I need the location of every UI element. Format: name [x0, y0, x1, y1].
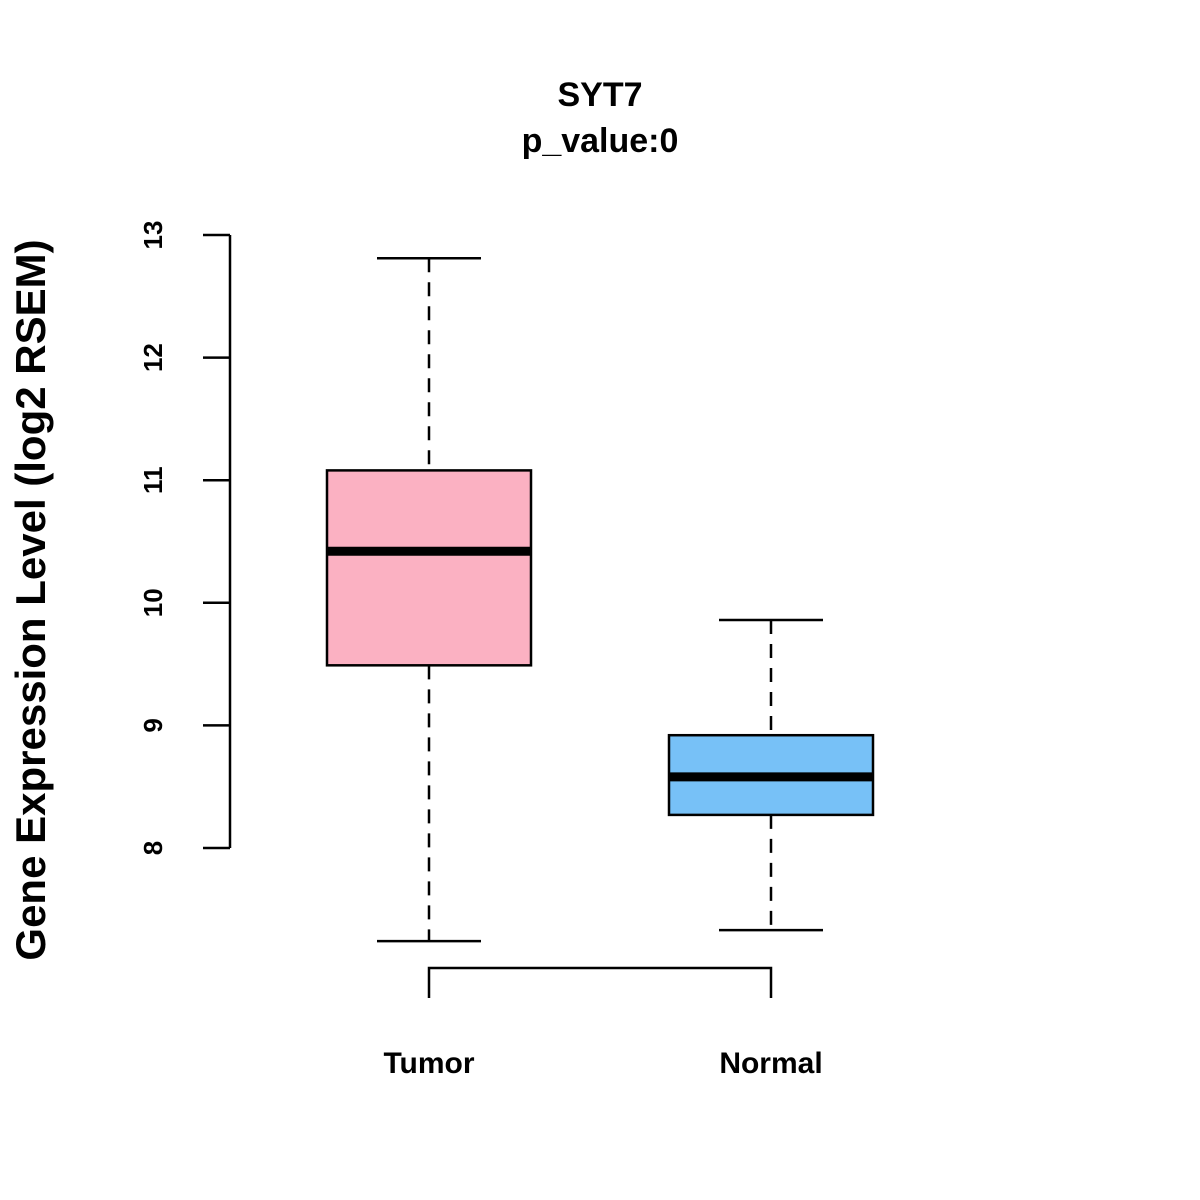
x-axis-labels: Tumor Normal — [383, 1047, 822, 1080]
bracket-line — [427, 966, 773, 998]
y-tick-label: 9 — [138, 718, 168, 732]
chart-title: SYT7 — [557, 76, 642, 114]
y-tick-label: 12 — [138, 343, 168, 372]
boxes — [325, 257, 875, 943]
y-tick-label: 8 — [138, 841, 168, 855]
y-axis: 8 9 10 11 12 13 — [138, 221, 232, 855]
y-axis-label: Gene Expression Level (log2 RSEM) — [7, 239, 54, 960]
x-tick-label: Normal — [719, 1047, 822, 1080]
comparison-bracket — [427, 966, 773, 998]
x-tick-label: Tumor — [383, 1047, 474, 1080]
iqr-box — [325, 469, 533, 667]
y-tick-label: 11 — [138, 466, 168, 494]
box-normal — [667, 618, 875, 932]
y-tick-label: 13 — [138, 221, 168, 250]
y-tick-label: 10 — [138, 588, 168, 617]
box-tumor — [325, 257, 533, 943]
chart-subtitle: p_value:0 — [522, 122, 679, 160]
